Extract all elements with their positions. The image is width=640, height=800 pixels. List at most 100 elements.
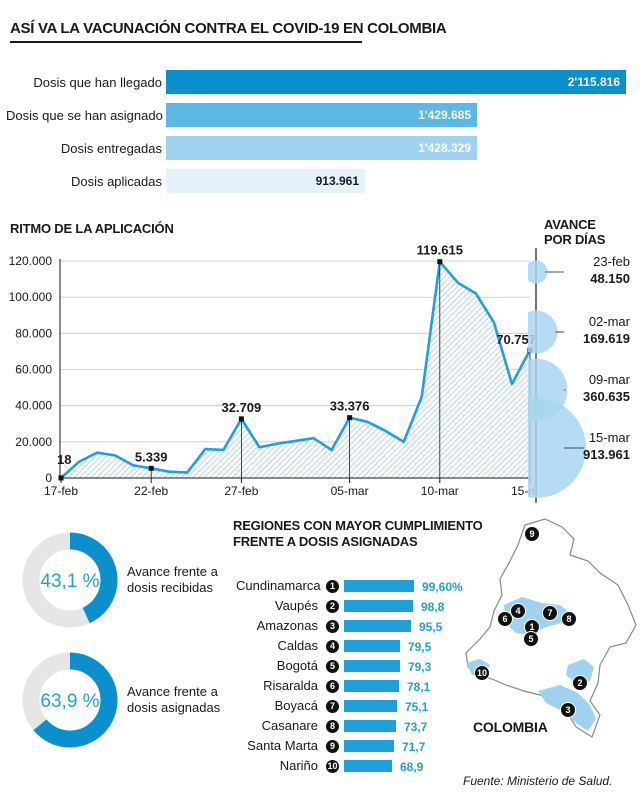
dose-label: Dosis que se han asignado bbox=[6, 108, 163, 123]
title-underline bbox=[10, 41, 362, 43]
region-value: 75,1 bbox=[405, 700, 429, 714]
rank-badge: 10 bbox=[326, 760, 339, 773]
map-marker: 4 bbox=[510, 603, 526, 619]
region-value: 79,5 bbox=[408, 640, 432, 654]
series-line bbox=[60, 260, 532, 479]
rank-badge: 2 bbox=[326, 600, 339, 613]
regions-title-line1: REGIONES CON MAYOR CUMPLIMIENTO bbox=[233, 518, 483, 533]
rhythm-title: RITMO DE LA APLICACIÓN bbox=[10, 221, 174, 236]
avance-chart: 23-feb 48.150 02-mar 169.619 09-mar 360.635 15… bbox=[528, 248, 631, 503]
page-title: ASÍ VA LA VACUNACIÓN CONTRA EL COVID-19 … bbox=[10, 20, 447, 37]
y-tick-label: 0 bbox=[45, 471, 52, 485]
avance-bubble bbox=[528, 398, 586, 498]
rank-badge: 7 bbox=[326, 700, 339, 713]
region-name: Bogotá bbox=[276, 658, 318, 673]
region-bar bbox=[344, 580, 414, 592]
dose-value: 1'429.685 bbox=[418, 108, 471, 122]
ring-1-caption: Avance frente a dosis recibidas bbox=[127, 564, 218, 596]
rank-badge: 6 bbox=[326, 680, 339, 693]
y-tick-label: 80.000 bbox=[15, 326, 52, 340]
ring-2-caption: Avance frente a dosis asignadas bbox=[127, 684, 220, 716]
avance-title: AVANCE POR DÍAS bbox=[544, 217, 605, 247]
region-bar bbox=[344, 760, 392, 772]
region-bar bbox=[344, 740, 394, 752]
avance-date: 02-mar bbox=[589, 314, 631, 329]
x-tick-label: 10-mar bbox=[421, 484, 459, 498]
map-marker: 10 bbox=[474, 665, 490, 681]
dose-label: Dosis aplicadas bbox=[70, 174, 162, 189]
avance-value: 913.961 bbox=[583, 447, 630, 462]
x-tick-label: 27-feb bbox=[224, 484, 258, 498]
avance-title-line2: POR DÍAS bbox=[544, 232, 606, 247]
data-label: 33.376 bbox=[330, 399, 370, 414]
ring-1-caption-line1: Avance frente a bbox=[127, 564, 218, 579]
colombia-map bbox=[465, 518, 637, 738]
y-tick-label: 40.000 bbox=[15, 399, 52, 413]
map-marker: 6 bbox=[497, 611, 513, 627]
y-tick-label: 100.000 bbox=[9, 290, 53, 304]
region-name: Casanare bbox=[261, 718, 318, 733]
point-marker bbox=[347, 415, 353, 421]
point-marker bbox=[148, 465, 154, 471]
ring-2-caption-line1: Avance frente a bbox=[127, 684, 218, 699]
colombia-outline bbox=[465, 518, 637, 738]
ring-progress bbox=[22, 652, 118, 748]
y-tick-label: 20.000 bbox=[15, 435, 52, 449]
region-value: 78,1 bbox=[407, 680, 431, 694]
map-marker: 2 bbox=[572, 675, 588, 691]
region-value: 68,9 bbox=[400, 760, 424, 774]
avance-bubble bbox=[528, 310, 558, 354]
area-fill bbox=[61, 261, 530, 478]
region-value: 95,5 bbox=[419, 620, 443, 634]
rhythm-chart: 0 20.000 40.000 60.000 80.000 100.000 120.000 1… bbox=[9, 243, 534, 498]
progress-rings: 43,1 % 63,9 % bbox=[22, 532, 118, 748]
x-tick-label: 22-feb bbox=[134, 484, 168, 498]
dose-value: 1'428.329 bbox=[418, 141, 471, 155]
ring-percent: 63,9 % bbox=[40, 691, 99, 712]
avance-value: 360.635 bbox=[583, 389, 630, 404]
dose-bar bbox=[166, 169, 365, 193]
data-label: 5.339 bbox=[135, 449, 168, 464]
map-label: COLOMBIA bbox=[473, 719, 548, 735]
region-value: 71,7 bbox=[402, 740, 426, 754]
region-bar bbox=[344, 700, 397, 712]
data-label: 32.709 bbox=[222, 400, 262, 415]
avance-date: 23-feb bbox=[593, 254, 630, 269]
rank-badge: 4 bbox=[326, 640, 339, 653]
data-label: 70.757 bbox=[496, 332, 534, 347]
region-bar bbox=[344, 640, 400, 652]
region-name: Caldas bbox=[277, 638, 318, 653]
avance-title-line1: AVANCE bbox=[544, 217, 596, 232]
regions-title-line2: FRENTE A DOSIS ASIGNADAS bbox=[233, 534, 418, 549]
avance-bubble bbox=[528, 260, 548, 284]
dose-value: 2'115.816 bbox=[567, 75, 620, 89]
map-marker: 7 bbox=[542, 605, 558, 621]
source-note: Fuente: Ministerio de Salud. bbox=[463, 774, 613, 788]
rank-badge: 9 bbox=[326, 740, 339, 753]
point-marker bbox=[437, 259, 443, 265]
region-name: Risaralda bbox=[263, 678, 318, 693]
ring-1-caption-line2: dosis recibidas bbox=[127, 580, 213, 595]
rank-badge: 3 bbox=[326, 620, 339, 633]
y-tick-label: 60.000 bbox=[15, 363, 52, 377]
data-label: 18 bbox=[57, 452, 71, 467]
region-name: Santa Marta bbox=[247, 738, 318, 753]
x-tick-label: 05-mar bbox=[331, 484, 369, 498]
rank-badge: 5 bbox=[326, 660, 339, 673]
map-marker: 5 bbox=[523, 631, 539, 647]
region-value: 79,3 bbox=[408, 660, 432, 674]
dose-bar bbox=[166, 70, 626, 94]
dose-label: Dosis que han llegado bbox=[33, 75, 162, 90]
point-marker bbox=[238, 416, 244, 422]
region-bar bbox=[344, 660, 400, 672]
map-marker: 3 bbox=[560, 702, 576, 718]
region-bar bbox=[344, 720, 396, 732]
region-value: 73,7 bbox=[404, 720, 428, 734]
avance-date: 15-mar bbox=[589, 430, 631, 445]
avance-value: 48.150 bbox=[590, 271, 630, 286]
region-bar bbox=[344, 680, 399, 692]
map-marker: 8 bbox=[561, 611, 577, 627]
ring-2-caption-line2: dosis asignadas bbox=[127, 700, 221, 715]
avance-date: 09-mar bbox=[589, 372, 631, 387]
rank-badge: 8 bbox=[326, 720, 339, 733]
